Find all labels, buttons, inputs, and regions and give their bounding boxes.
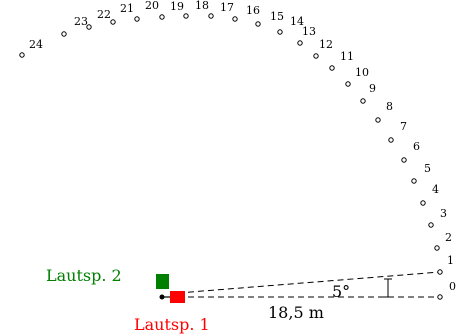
measurement-point-label: 3 [440, 207, 447, 220]
measurement-point-marker [297, 40, 303, 46]
measurement-point-marker [329, 65, 335, 71]
measurement-point-marker [232, 16, 238, 22]
measurement-point-marker [375, 117, 381, 123]
measurement-point-marker [437, 269, 443, 275]
guide-lines [177, 271, 441, 298]
measurement-point-marker [434, 245, 440, 251]
measurement-point-label: 1 [447, 254, 454, 267]
speaker-2-marker [156, 274, 169, 289]
measurement-point-label: 2 [445, 231, 452, 244]
measurement-point-marker [360, 98, 366, 104]
measurement-point-marker [345, 81, 351, 87]
measurement-point-label: 8 [386, 100, 393, 113]
measurement-point-label: 22 [97, 8, 111, 21]
measurement-point-label: 12 [319, 38, 333, 51]
speaker-2-label: Lautsp. 2 [46, 266, 122, 285]
measurement-point-marker [277, 29, 283, 35]
measurement-point-label: 4 [432, 183, 439, 196]
measurement-point-label: 5 [424, 162, 431, 175]
angle-dashed [177, 271, 441, 294]
measurement-point-marker [437, 294, 443, 300]
measurement-point-label: 7 [400, 120, 407, 133]
measurement-point-marker [183, 13, 189, 19]
measurement-point-marker [208, 13, 214, 19]
measurement-point-label: 20 [145, 0, 159, 12]
measurement-point-marker [420, 200, 426, 206]
distance-label: 18,5 m [268, 303, 324, 322]
measurement-point-label: 9 [369, 82, 376, 95]
speaker-1-label: Lautsp. 1 [134, 315, 210, 334]
measurement-point-marker [313, 53, 319, 59]
measurement-point-marker [110, 19, 116, 25]
measurement-point-label: 23 [74, 15, 88, 28]
speaker-group [156, 274, 185, 303]
measurement-point-label: 13 [302, 25, 316, 38]
measurement-point-label: 24 [29, 38, 43, 51]
measurement-point-marker [61, 31, 67, 37]
measurement-point-label: 21 [120, 2, 134, 15]
measurement-point-label: 11 [340, 50, 354, 63]
measurement-point-label: 0 [449, 280, 456, 293]
speaker-origin-dot [159, 294, 165, 300]
measurement-point-marker [134, 16, 140, 22]
measurement-point-marker [19, 52, 25, 58]
measurement-point-label: 17 [220, 1, 234, 14]
measurement-point-label: 14 [290, 15, 304, 28]
measurement-point-marker [428, 222, 434, 228]
measurement-point-marker [388, 137, 394, 143]
measurement-point-marker [159, 14, 165, 20]
measurement-point-label: 18 [195, 0, 209, 12]
measurement-point-marker [86, 24, 92, 30]
measurement-point-label: 19 [170, 0, 184, 13]
measurement-point-marker [401, 157, 407, 163]
measurement-point-marker [255, 21, 261, 27]
speaker-1-marker [170, 291, 185, 303]
angle-label: 5° [332, 282, 350, 301]
measurement-point-label: 10 [355, 66, 369, 79]
measurement-point-label: 15 [270, 10, 284, 23]
measurement-point-marker [411, 178, 417, 184]
measurement-point-label: 6 [413, 140, 420, 153]
measurement-point-label: 16 [246, 4, 260, 17]
